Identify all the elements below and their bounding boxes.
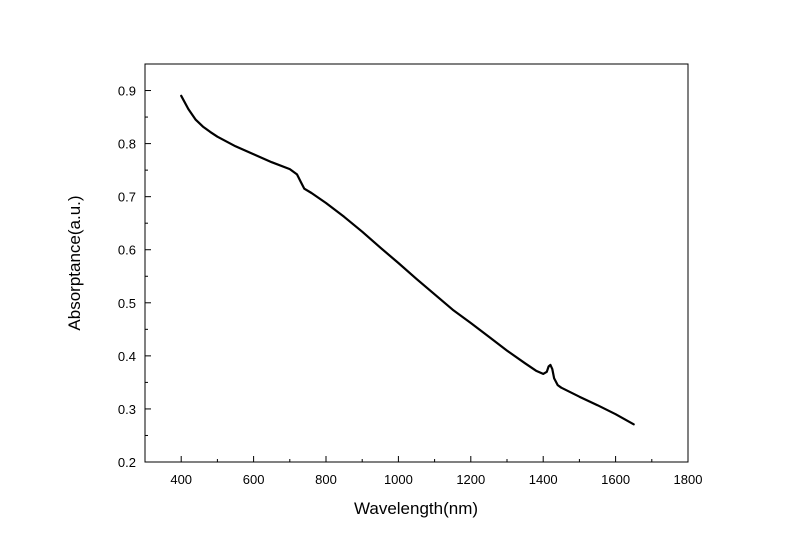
x-tick-label: 600: [243, 472, 265, 487]
y-tick-label: 0.4: [118, 349, 136, 364]
x-tick-label: 1600: [601, 472, 630, 487]
y-tick-label: 0.3: [118, 402, 136, 417]
plot-frame: [144, 63, 689, 463]
x-tick-label: 1400: [529, 472, 558, 487]
y-tick-label: 0.2: [118, 455, 136, 470]
y-tick-label: 0.5: [118, 296, 136, 311]
y-tick-label: 0.7: [118, 190, 136, 205]
y-tick-label: 0.8: [118, 137, 136, 152]
x-tick-label: 1200: [456, 472, 485, 487]
y-tick-label: 0.6: [118, 243, 136, 258]
x-axis-tick-labels: 400 600 800 1000 1200 1400 1600 1800: [170, 472, 702, 487]
x-tick-label: 400: [170, 472, 192, 487]
y-tick-label: 0.9: [118, 84, 136, 99]
x-tick-label: 800: [315, 472, 337, 487]
y-axis-ticks: [145, 63, 151, 463]
x-axis-label: Wavelength(nm): [354, 499, 478, 518]
y-axis-label: Absorptance(a.u.): [65, 195, 84, 330]
x-tick-label: 1800: [674, 472, 703, 487]
x-tick-label: 1000: [384, 472, 413, 487]
y-axis-tick-labels: 0.2 0.3 0.4 0.5 0.6 0.7 0.8 0.9: [118, 84, 136, 470]
series-line: [180, 94, 635, 426]
x-axis-ticks: [144, 456, 689, 462]
